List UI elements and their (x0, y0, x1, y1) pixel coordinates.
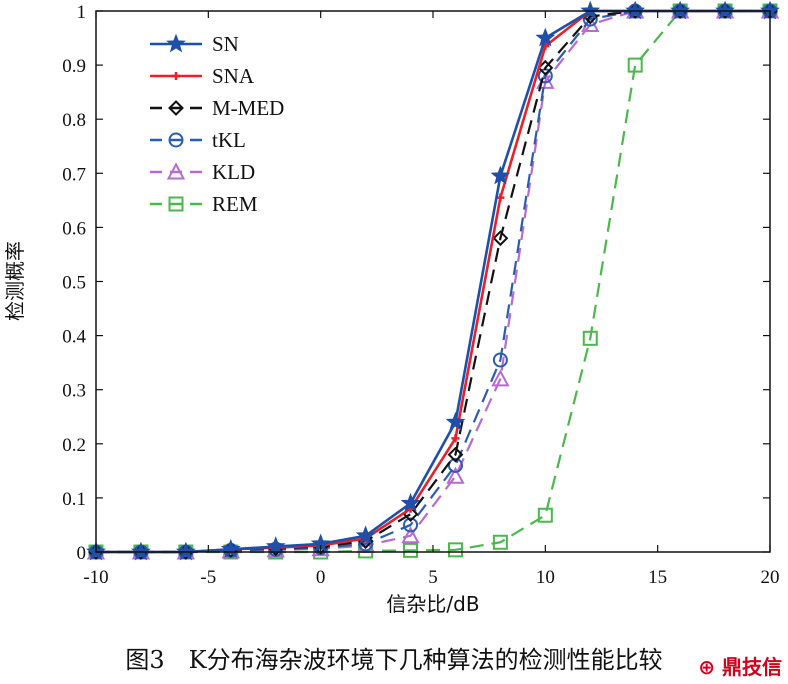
legend-label: SN (212, 32, 239, 56)
legend-entry-kld: KLD (150, 160, 255, 184)
x-tick-label: 0 (316, 567, 326, 588)
data-point-tkl (403, 517, 419, 533)
data-point-sn (175, 541, 196, 561)
data-point-sn (535, 27, 556, 47)
data-point-sn (220, 538, 241, 558)
x-tick-label: 10 (536, 567, 555, 588)
data-point-sn (670, 0, 691, 20)
y-tick-label: 0 (77, 543, 87, 564)
y-tick-label: 0.7 (62, 164, 86, 185)
watermark-logo: ⊕ 鼎技信 (698, 655, 782, 679)
data-point-m-med (537, 59, 554, 76)
x-tick-label: 20 (761, 567, 780, 588)
x-tick-label: 5 (428, 567, 438, 588)
data-point-sn (580, 0, 601, 20)
y-tick-label: 0.6 (62, 218, 86, 239)
data-point-rem (627, 57, 643, 73)
legend-entry-tkl: tKL (150, 128, 246, 152)
legend-entry-rem: REM (150, 192, 258, 216)
y-tick-label: 0.2 (62, 435, 86, 456)
data-point-sn (490, 165, 511, 185)
legend-entry-sn: SN (150, 32, 239, 56)
axis-layer: -10 -5 0 5 10 15 20 0 0.1 0.2 0.3 0.4 0.5 0.6 0.7 0.8 0.… (62, 2, 779, 588)
legend-label: tKL (212, 128, 246, 152)
y-tick-label: 0.8 (62, 110, 86, 131)
y-tick-label: 1 (77, 2, 87, 23)
legend-entry-sna: SNA (150, 64, 255, 88)
figure-caption: 图3 K分布海杂波环境下几种算法的检测性能比较 (125, 646, 663, 674)
data-point-m-med (492, 230, 509, 247)
data-point-sna (451, 434, 460, 443)
data-point-sn (445, 411, 466, 431)
legend-marker (168, 100, 184, 116)
data-point-kld (491, 369, 510, 387)
legend-marker (166, 33, 186, 53)
plot-area (96, 11, 770, 552)
data-point-rem (447, 542, 463, 558)
legend-marker (166, 162, 186, 180)
legend-marker (172, 72, 180, 80)
legend-marker (168, 132, 184, 148)
data-point-kld (401, 526, 420, 544)
legend: SN SNA M-MED tKL KLD REM (150, 32, 284, 216)
data-point-tkl (492, 352, 508, 368)
legend-entry-m-med: M-MED (150, 96, 284, 120)
data-point-sn (355, 525, 376, 545)
data-point-rem (403, 542, 419, 558)
data-point-rem (537, 507, 553, 523)
y-tick-label: 0.1 (62, 489, 86, 510)
x-tick-label: -5 (200, 567, 216, 588)
legend-marker (168, 196, 184, 212)
x-tick-label: 15 (648, 567, 667, 588)
data-point-rem (582, 330, 598, 346)
data-point-tkl (447, 457, 463, 473)
x-tick-label: -10 (83, 567, 108, 588)
y-tick-label: 0.9 (62, 56, 86, 77)
data-point-sn (715, 0, 735, 20)
data-point-m-med (447, 446, 464, 463)
data-point-kld (446, 466, 465, 484)
y-axis-label: 检测概率 (3, 241, 27, 321)
y-tick-label: 0.4 (62, 327, 86, 348)
data-point-sn (131, 541, 151, 561)
legend-label: KLD (212, 160, 255, 184)
chart: -10 -5 0 5 10 15 20 0 0.1 0.2 0.3 0.4 0.5 0.6 0.7 0.8 0.… (3, 0, 780, 616)
y-tick-label: 0.5 (62, 273, 86, 294)
legend-label: REM (212, 192, 258, 216)
x-axis-label: 信杂比/dB (386, 592, 479, 616)
data-point-sn (625, 0, 646, 20)
data-point-rem (492, 534, 508, 550)
data-point-sn (265, 536, 286, 556)
legend-label: SNA (212, 64, 255, 88)
y-tick-label: 0.3 (62, 381, 86, 402)
legend-label: M-MED (212, 96, 284, 120)
data-point-sn (400, 492, 421, 512)
